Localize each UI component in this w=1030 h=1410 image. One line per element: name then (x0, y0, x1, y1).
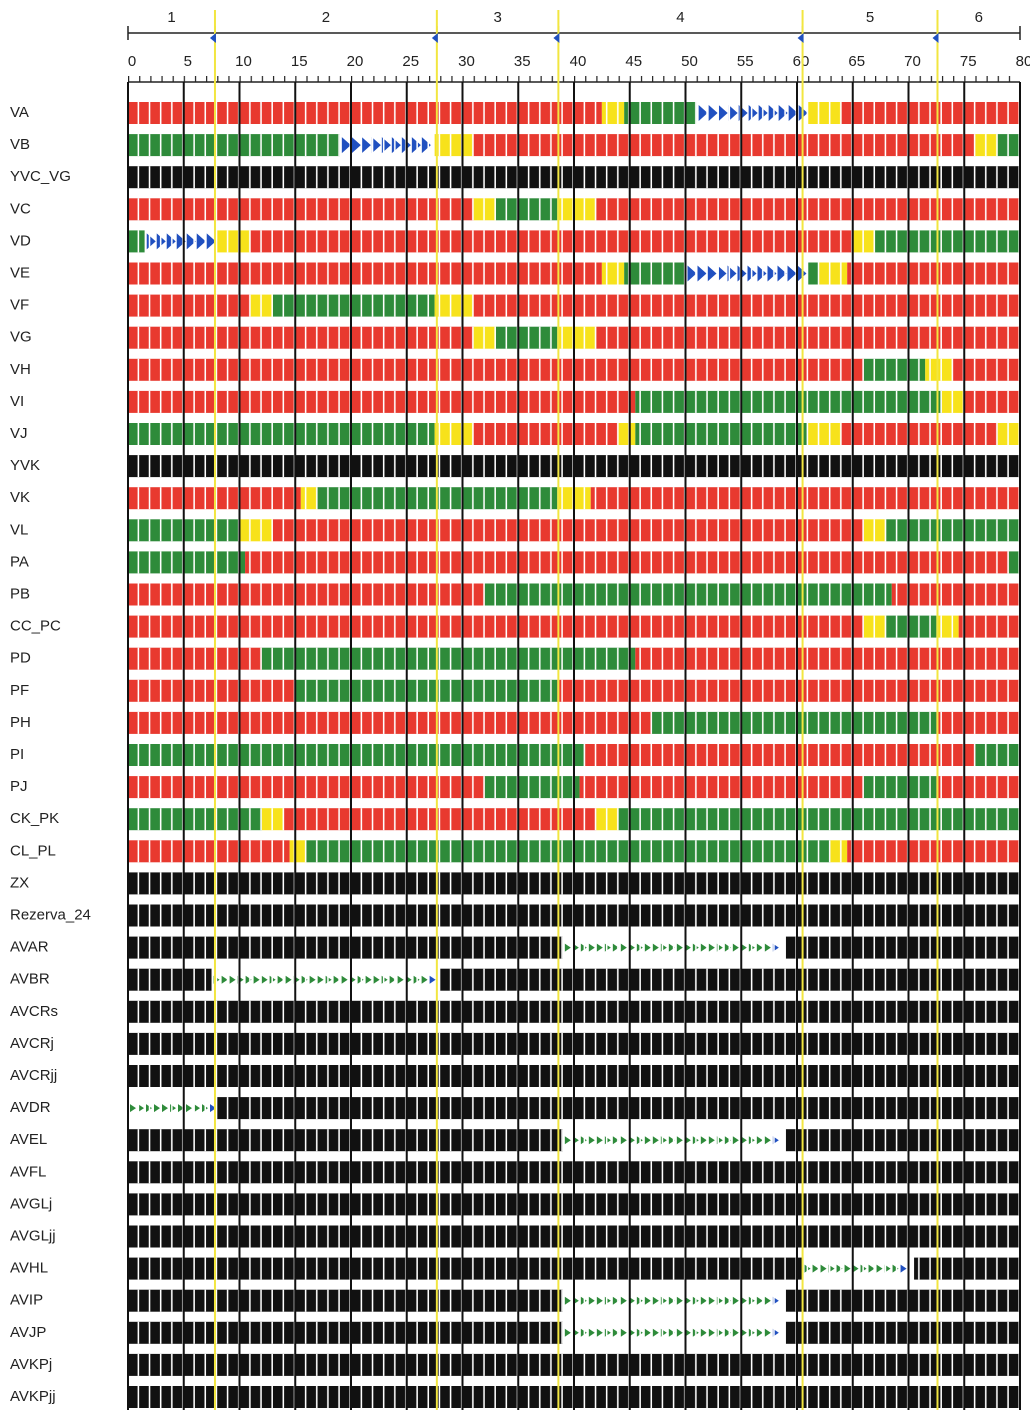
x-tick-label: 15 (291, 53, 308, 70)
row-label: YVC_VG (10, 168, 71, 185)
row-label: PH (10, 714, 31, 731)
x-tick-label: 35 (514, 53, 531, 70)
minor-ticks (128, 76, 1020, 82)
row-label: CK_PK (10, 810, 59, 827)
row-label: AVCRj (10, 1035, 54, 1052)
row-label: YVK (10, 457, 40, 474)
row-label: AVJP (10, 1324, 46, 1341)
row-label: AVHL (10, 1260, 48, 1277)
row-label: VH (10, 361, 31, 378)
x-tick-label: 40 (570, 53, 587, 70)
row-label: VI (10, 393, 24, 410)
phase-marker (932, 33, 939, 43)
x-tick-label: 75 (960, 53, 977, 70)
phase-marker (431, 33, 438, 43)
phase-label: 6 (975, 9, 983, 26)
row-label: VC (10, 200, 31, 217)
x-tick-label: 80 (1016, 53, 1030, 70)
row-label: VG (10, 329, 32, 346)
row-label: AVBR (10, 971, 50, 988)
row-label: PA (10, 553, 29, 570)
x-tick-label: 25 (402, 53, 419, 70)
x-tick-label: 0 (128, 53, 136, 70)
phase-label: 4 (676, 9, 684, 26)
row-label: AVDR (10, 1099, 51, 1116)
row-label: VB (10, 136, 30, 153)
row-label: AVKPj (10, 1356, 52, 1373)
x-tick-label: 65 (848, 53, 865, 70)
row-label: CL_PL (10, 842, 56, 859)
row-label: PJ (10, 778, 28, 795)
x-tick-label: 70 (904, 53, 921, 70)
x-tick-label: 45 (625, 53, 642, 70)
row-label: AVCRjj (10, 1067, 57, 1084)
row-label: AVAR (10, 939, 49, 956)
row-label: AVFL (10, 1163, 46, 1180)
row-label: VK (10, 489, 30, 506)
x-tick-label: 20 (347, 53, 364, 70)
row-label: AVEL (10, 1131, 47, 1148)
row-label: VE (10, 264, 30, 281)
x-tick-label: 55 (737, 53, 754, 70)
row-label: VJ (10, 425, 28, 442)
row-label: VF (10, 297, 29, 314)
row-label: CC_PC (10, 618, 61, 635)
row-label: VD (10, 232, 31, 249)
row-label: Rezerva_24 (10, 906, 91, 923)
row-label: VL (10, 521, 28, 538)
phase-label: 1 (167, 9, 175, 26)
phase-label: 5 (866, 9, 874, 26)
phase-label: 2 (322, 9, 330, 26)
phase-marker (797, 33, 804, 43)
phase-marker (209, 33, 216, 43)
row-label: PB (10, 585, 30, 602)
x-tick-label: 5 (184, 53, 192, 70)
row-label: PF (10, 682, 29, 699)
phase-label: 3 (493, 9, 501, 26)
row-label: AVGLj (10, 1195, 52, 1212)
row-label: VA (10, 104, 29, 121)
row-label: AVGLjj (10, 1227, 56, 1244)
x-tick-label: 10 (235, 53, 252, 70)
row-label: AVIP (10, 1292, 43, 1309)
row-label: AVKPjj (10, 1388, 56, 1405)
x-tick-label: 60 (793, 53, 810, 70)
row-label: ZX (10, 874, 29, 891)
row-label: AVCRs (10, 1003, 58, 1020)
phase-marker (553, 33, 560, 43)
row-label: PD (10, 650, 31, 667)
x-tick-label: 30 (458, 53, 475, 70)
row-label: PI (10, 746, 24, 763)
x-tick-label: 50 (681, 53, 698, 70)
